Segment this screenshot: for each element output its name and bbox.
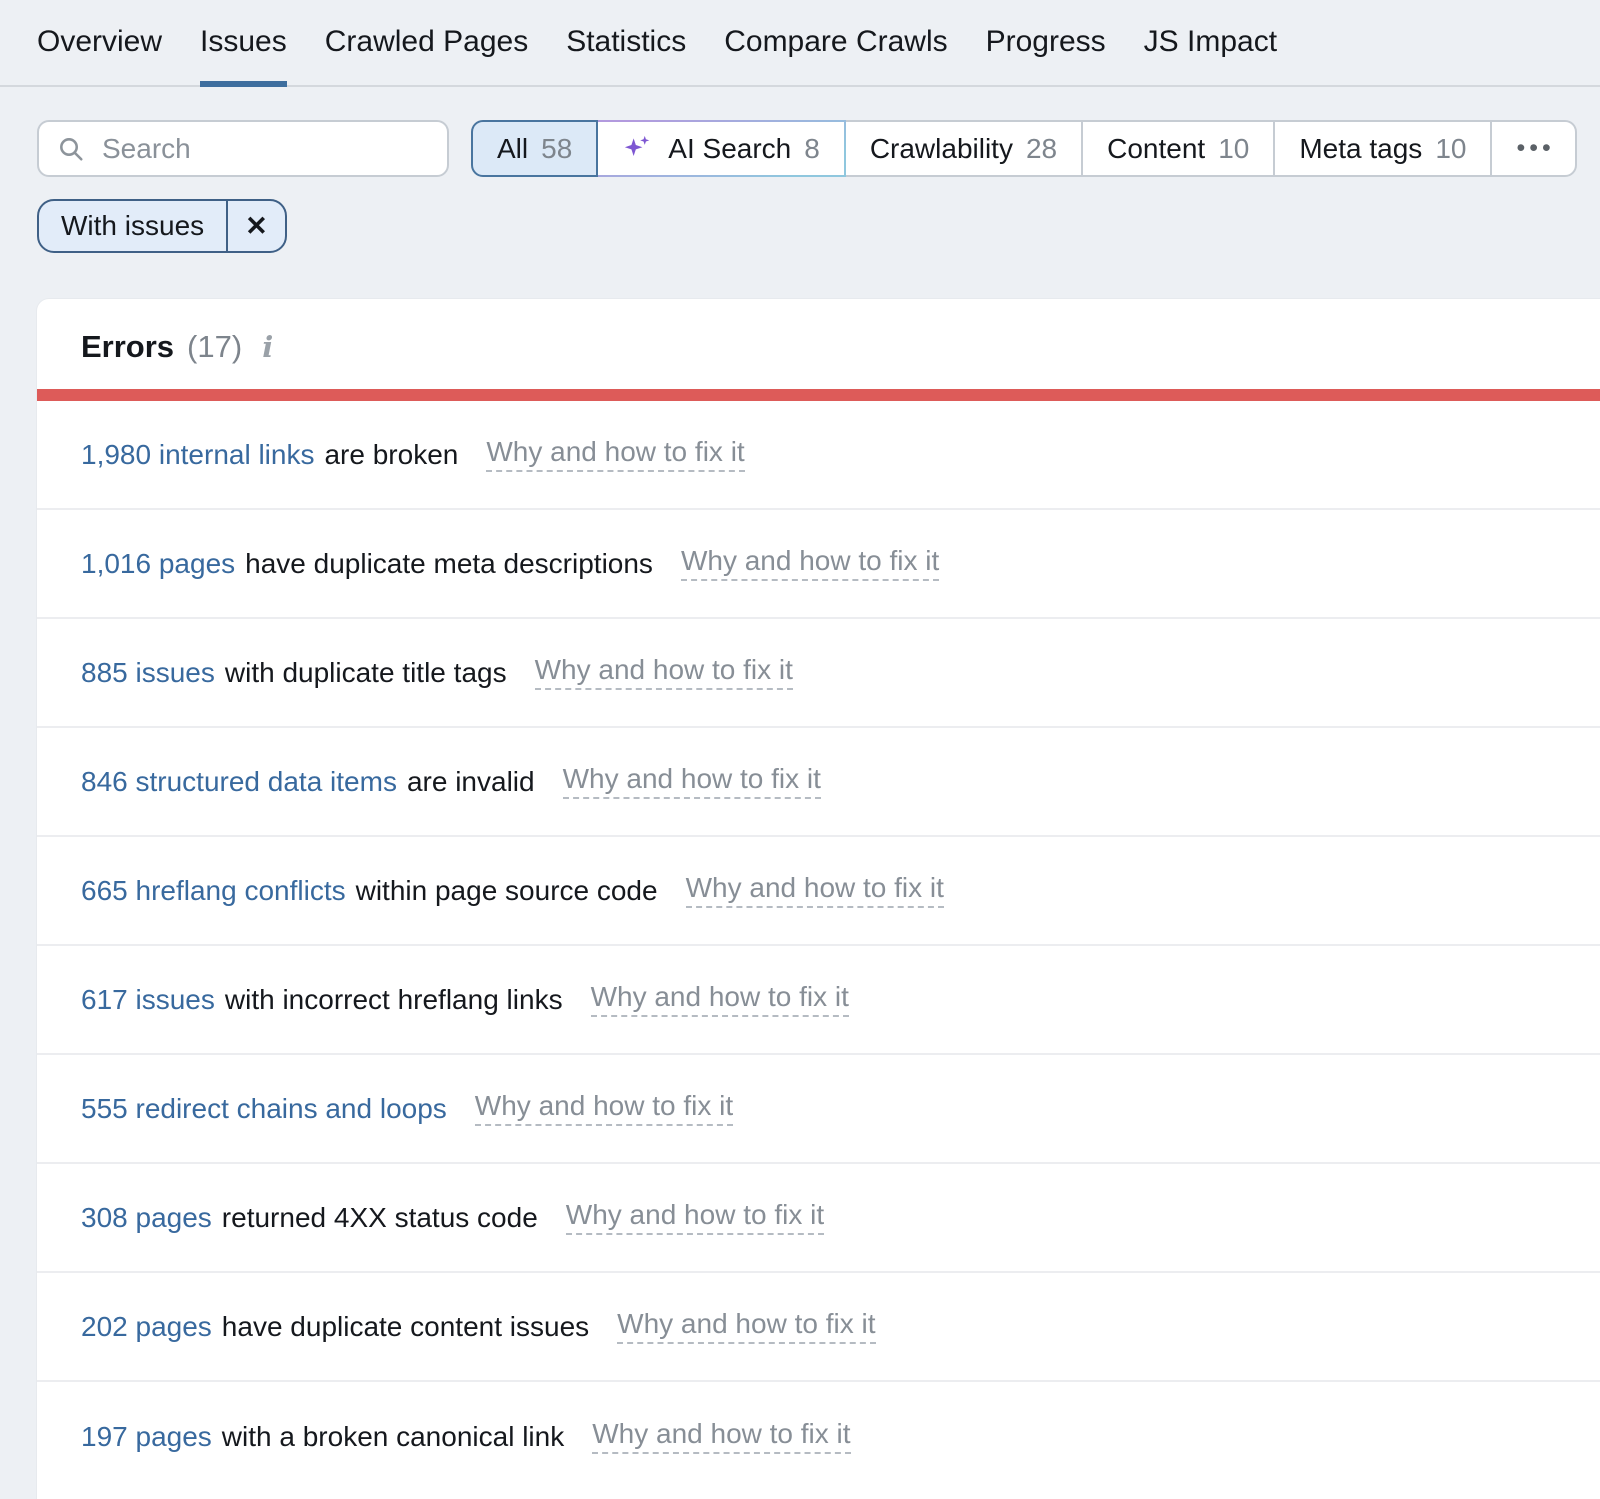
chip-close-button[interactable]: ✕ xyxy=(228,201,285,251)
nav-tab-label: JS Impact xyxy=(1143,25,1278,58)
why-how-to-fix-link[interactable]: Why and how to fix it xyxy=(685,872,944,909)
issue-count-link[interactable]: 1,980 internal links xyxy=(81,438,315,470)
filter-segment-count: 10 xyxy=(1435,132,1467,164)
issues-list: 1,980 internal links are broken Why and … xyxy=(37,401,1600,1491)
tab-crawled-pages[interactable]: Crawled Pages xyxy=(325,25,528,85)
issue-description: within page source code xyxy=(355,874,658,906)
filter-chip-label: With issues xyxy=(61,210,205,241)
filter-content[interactable]: Content 10 xyxy=(1081,120,1276,177)
issue-count-link[interactable]: 197 pages xyxy=(81,1420,212,1452)
tab-overview[interactable]: Overview xyxy=(37,25,162,85)
search-box[interactable] xyxy=(37,120,449,177)
issue-row: 197 pages with a broken canonical link W… xyxy=(37,1382,1600,1491)
top-nav: Overview Issues Crawled Pages Statistics… xyxy=(0,0,1600,87)
why-how-to-fix-link[interactable]: Why and how to fix it xyxy=(590,981,849,1018)
issue-description: are invalid xyxy=(406,765,535,797)
issue-row: 885 issues with duplicate title tags Why… xyxy=(37,619,1600,728)
filter-segment-label: AI Search xyxy=(668,132,792,164)
filter-segment-count: 10 xyxy=(1218,132,1250,164)
filter-segment-label: All xyxy=(497,132,529,164)
why-how-to-fix-link[interactable]: Why and how to fix it xyxy=(534,654,793,691)
tab-compare-crawls[interactable]: Compare Crawls xyxy=(724,25,947,85)
issue-description: have duplicate meta descriptions xyxy=(245,547,653,579)
nav-tab-label: Compare Crawls xyxy=(724,25,948,58)
issue-description: with duplicate title tags xyxy=(224,656,507,688)
errors-card-header: Errors (17) i xyxy=(37,299,1600,389)
why-how-to-fix-link[interactable]: Why and how to fix it xyxy=(565,1199,825,1236)
info-icon[interactable]: i xyxy=(262,330,274,364)
errors-count: (17) xyxy=(187,329,243,364)
filter-all[interactable]: All 58 xyxy=(471,120,599,177)
ai-sparkle-icon xyxy=(622,133,653,164)
tab-issues[interactable]: Issues xyxy=(200,25,287,87)
nav-tab-label: Issues xyxy=(200,25,287,58)
filter-segment-count: 58 xyxy=(541,132,573,164)
close-icon: ✕ xyxy=(245,210,268,241)
issue-count-link[interactable]: 665 hreflang conflicts xyxy=(81,874,346,906)
tab-statistics[interactable]: Statistics xyxy=(566,25,686,85)
issue-description: have duplicate content issues xyxy=(221,1310,590,1342)
issue-row: 665 hreflang conflicts within page sourc… xyxy=(37,837,1600,946)
issue-row: 202 pages have duplicate content issues … xyxy=(37,1273,1600,1382)
issue-count-link[interactable]: 846 structured data items xyxy=(81,765,397,797)
filter-chip-with-issues: With issues ✕ xyxy=(37,199,287,253)
issue-description: with a broken canonical link xyxy=(221,1420,565,1452)
nav-tab-label: Statistics xyxy=(566,25,687,58)
filter-segment-count: 28 xyxy=(1025,132,1058,164)
controls-row: All 58 AI Search 8 Crawlability 28 Conte… xyxy=(37,120,1600,177)
issue-row: 555 redirect chains and loops Why and ho… xyxy=(37,1055,1600,1164)
nav-tab-label: Overview xyxy=(37,25,163,58)
chip-divider xyxy=(226,201,229,251)
filter-segmented-control: All 58 AI Search 8 Crawlability 28 Conte… xyxy=(471,120,1577,177)
ellipsis-icon: ••• xyxy=(1516,134,1555,162)
why-how-to-fix-link[interactable]: Why and how to fix it xyxy=(680,545,940,582)
filter-segment-count: 8 xyxy=(804,132,820,164)
tab-js-impact[interactable]: JS Impact xyxy=(1144,25,1277,85)
issue-count-link[interactable]: 555 redirect chains and loops xyxy=(81,1092,447,1124)
issue-count-link[interactable]: 617 issues xyxy=(81,983,215,1015)
errors-accent-bar xyxy=(37,389,1600,401)
filter-ai-search[interactable]: AI Search 8 xyxy=(596,120,846,177)
issue-row: 308 pages returned 4XX status code Why a… xyxy=(37,1164,1600,1273)
filter-segment-label: Meta tags xyxy=(1299,132,1423,164)
errors-title: Errors xyxy=(81,329,175,364)
issue-description: are broken xyxy=(324,438,459,470)
issue-row: 1,980 internal links are broken Why and … xyxy=(37,401,1600,510)
issue-count-link[interactable]: 1,016 pages xyxy=(81,547,236,579)
errors-card: Errors (17) i 1,980 internal links are b… xyxy=(37,299,1600,1499)
issue-description: returned 4XX status code xyxy=(221,1201,538,1233)
issue-description: with incorrect hreflang links xyxy=(224,983,563,1015)
nav-tab-label: Progress xyxy=(985,25,1106,58)
search-icon xyxy=(57,135,85,163)
search-input[interactable] xyxy=(100,131,429,166)
why-how-to-fix-link[interactable]: Why and how to fix it xyxy=(592,1418,851,1455)
filter-more-button[interactable]: ••• xyxy=(1490,120,1577,177)
issue-count-link[interactable]: 885 issues xyxy=(81,656,215,688)
tab-progress[interactable]: Progress xyxy=(986,25,1106,85)
filter-meta-tags[interactable]: Meta tags 10 xyxy=(1273,120,1493,177)
issue-count-link[interactable]: 308 pages xyxy=(81,1201,212,1233)
applied-filters-row: With issues ✕ xyxy=(37,199,1600,253)
filter-segment-label: Content xyxy=(1107,132,1206,164)
filter-crawlability[interactable]: Crawlability 28 xyxy=(843,120,1084,177)
filter-segment-label: Crawlability xyxy=(869,132,1013,164)
issue-count-link[interactable]: 202 pages xyxy=(81,1310,212,1342)
issue-row: 1,016 pages have duplicate meta descript… xyxy=(37,510,1600,619)
why-how-to-fix-link[interactable]: Why and how to fix it xyxy=(562,763,821,800)
why-how-to-fix-link[interactable]: Why and how to fix it xyxy=(617,1308,876,1345)
why-how-to-fix-link[interactable]: Why and how to fix it xyxy=(474,1090,734,1127)
nav-tab-label: Crawled Pages xyxy=(324,25,529,58)
why-how-to-fix-link[interactable]: Why and how to fix it xyxy=(486,436,745,473)
issue-row: 617 issues with incorrect hreflang links… xyxy=(37,946,1600,1055)
issue-row: 846 structured data items are invalid Wh… xyxy=(37,728,1600,837)
